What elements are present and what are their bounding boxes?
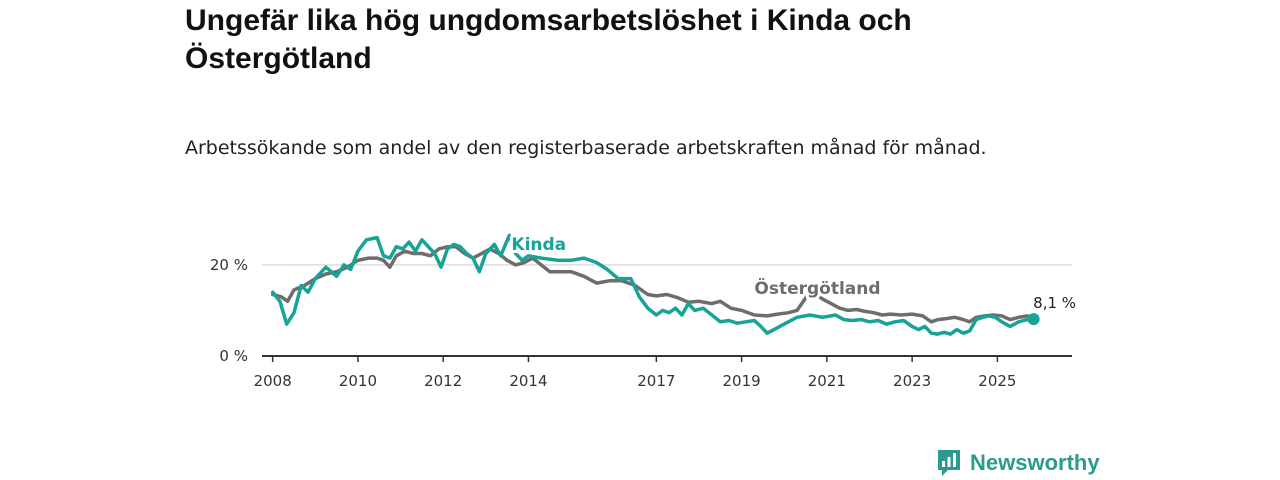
x-tick-label: 2014 — [509, 372, 547, 390]
series-layer — [270, 233, 1036, 336]
x-tick-label: 2017 — [637, 372, 675, 390]
x-tick-label: 2008 — [254, 372, 292, 390]
series-line-ostergotland — [270, 244, 1036, 324]
brand: Newsworthy — [936, 448, 1100, 478]
end-value-label: 8,1 % — [1033, 294, 1076, 312]
label-layer: Kinda Östergötland 8,1 % — [508, 232, 1078, 326]
chart-subtitle: Arbetssökande som andel av den registerb… — [185, 137, 987, 159]
end-point-kinda — [1027, 313, 1040, 326]
series-line-kinda — [270, 233, 1036, 336]
chart-title: Ungefär lika hög ungdomsarbetslöshet i K… — [185, 4, 912, 75]
series-label-ostergotland: Östergötland — [754, 277, 880, 299]
x-tick-label: 2021 — [808, 372, 846, 390]
y-tick-label: 20 % — [210, 256, 248, 274]
newsworthy-logo-icon — [938, 450, 960, 476]
y-tick-label: 0 % — [219, 347, 248, 365]
x-tick-label: 2012 — [424, 372, 462, 390]
x-tick-label: 2019 — [723, 372, 761, 390]
x-tick-label: 2025 — [978, 372, 1016, 390]
x-tick-label: 2023 — [893, 372, 931, 390]
brand-name: Newsworthy — [970, 450, 1100, 475]
series-label-kinda: Kinda — [511, 235, 566, 255]
x-tick-label: 2010 — [339, 372, 377, 390]
axis-layer: 0 % 20 % 2008 2010 2012 2014 2017 2019 2021 2023 2… — [210, 256, 1072, 390]
